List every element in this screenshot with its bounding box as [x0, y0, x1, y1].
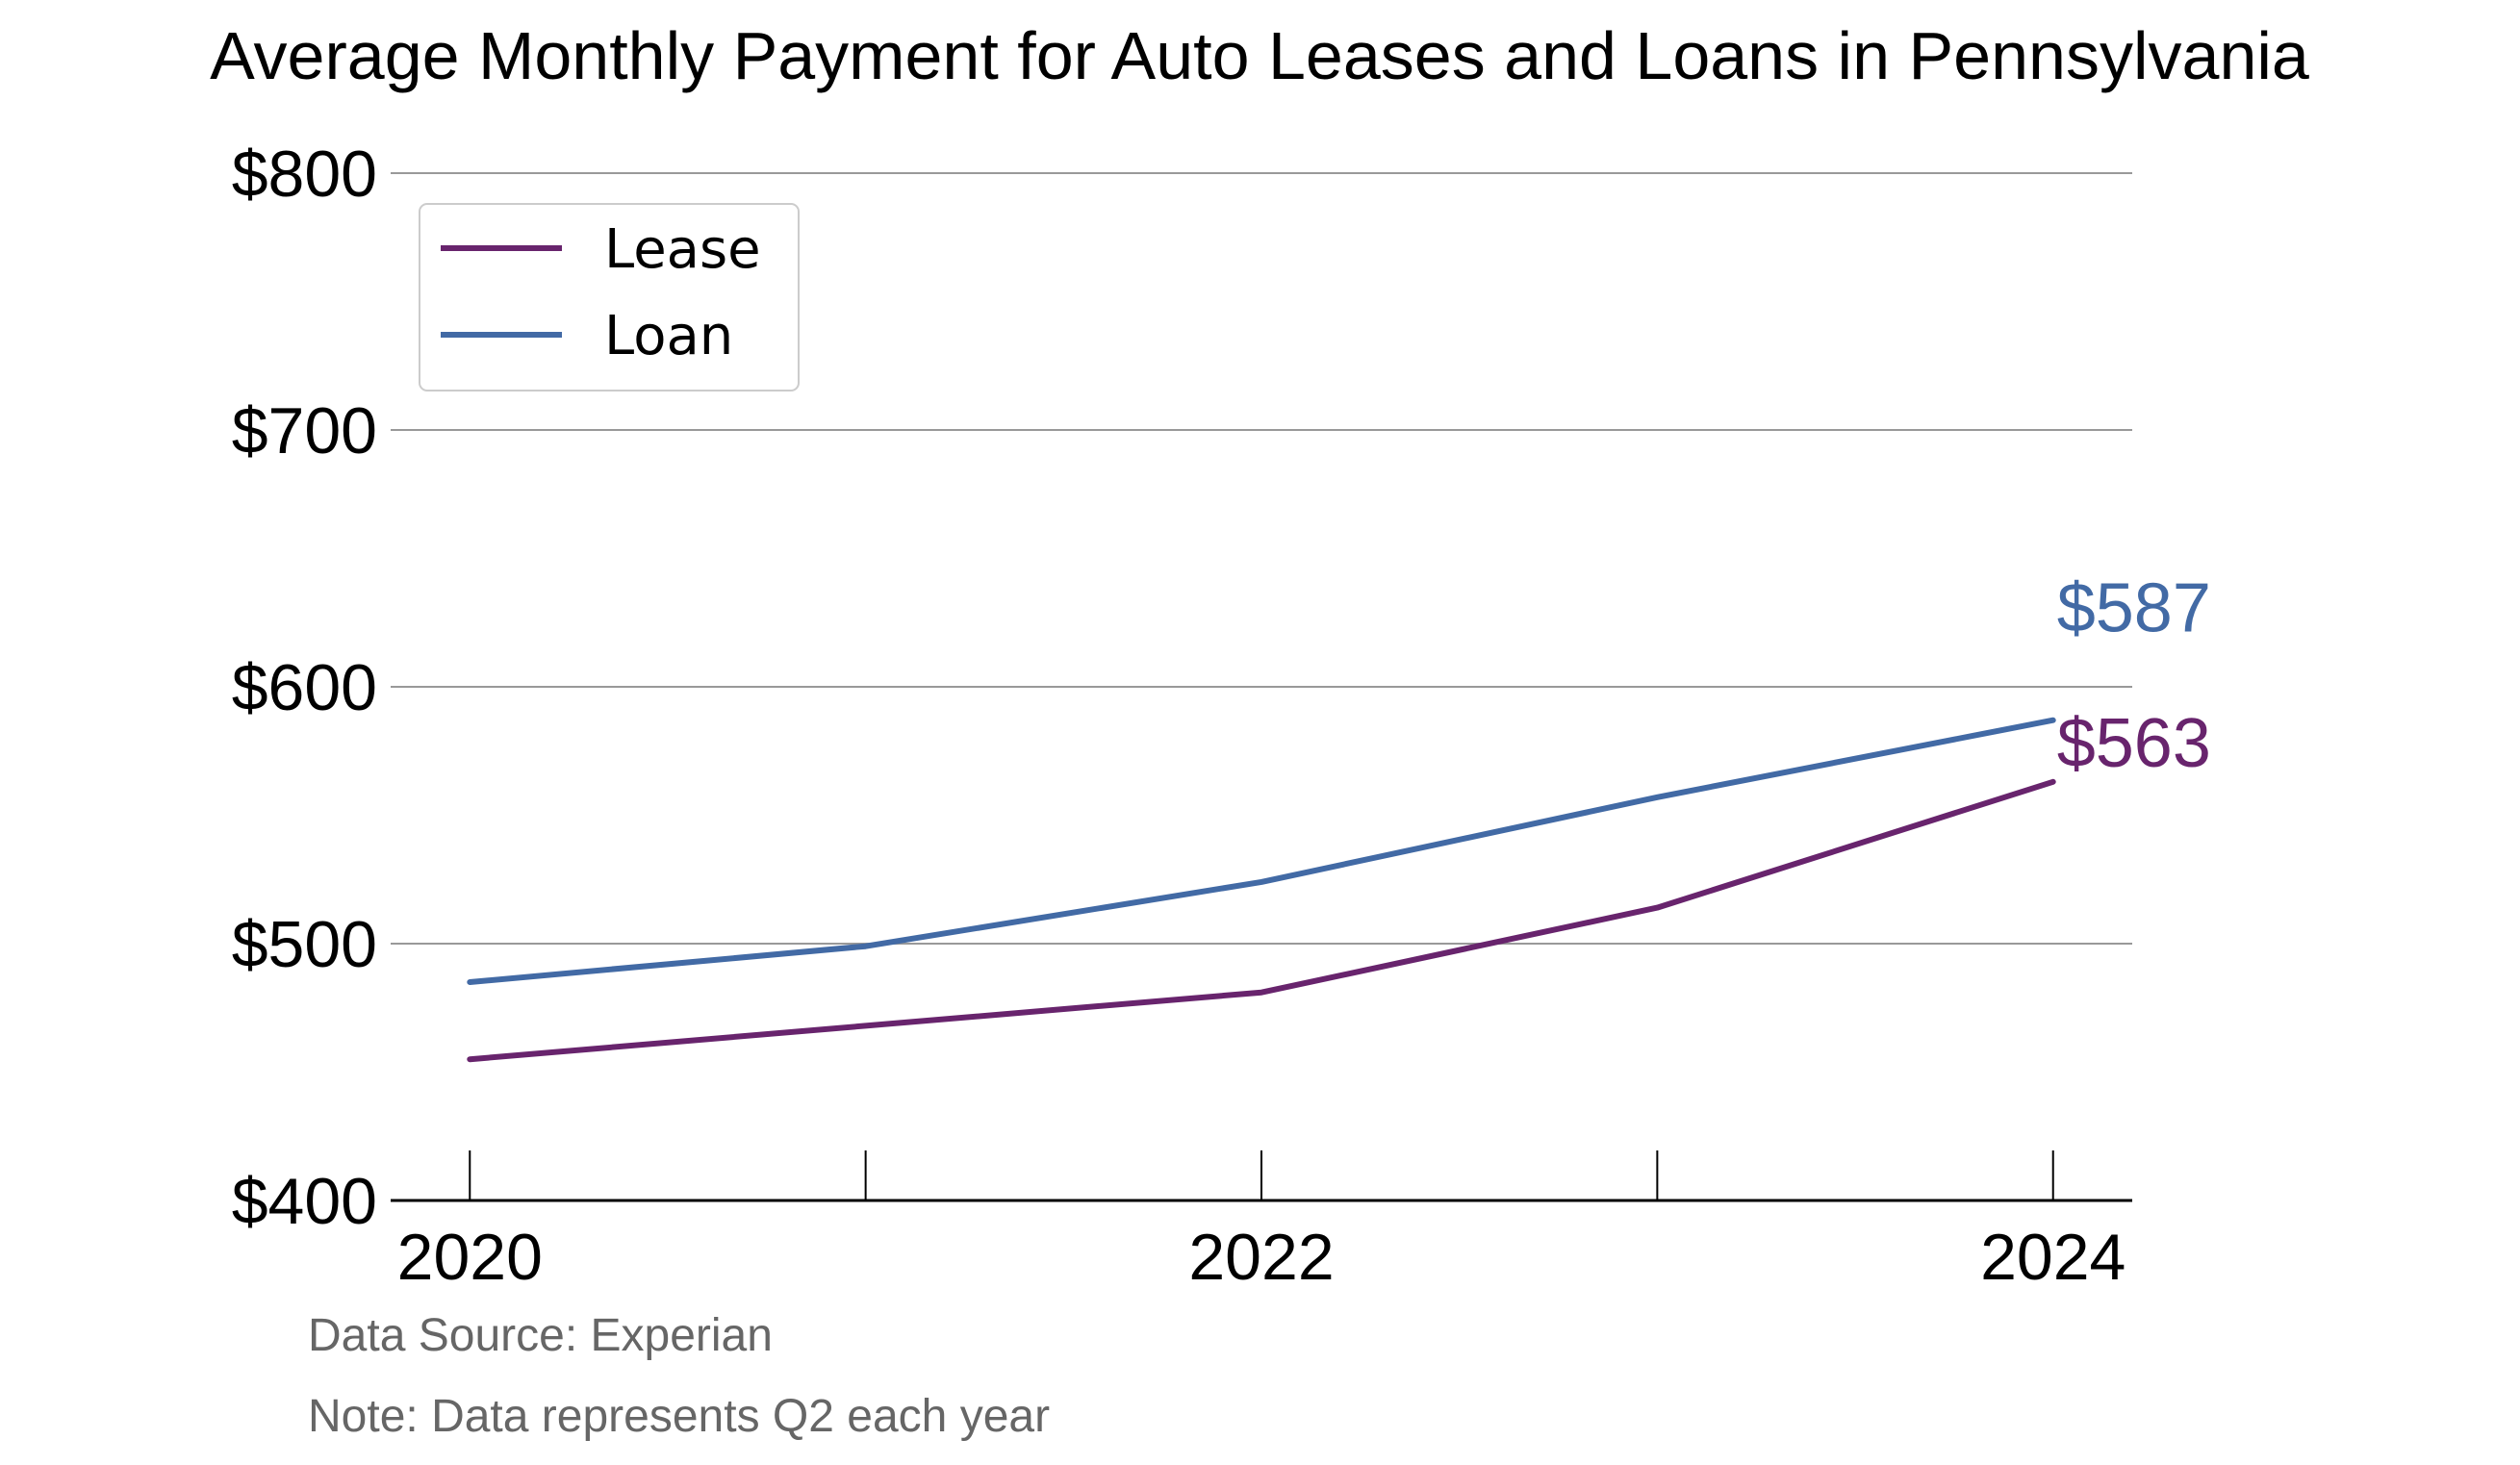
q2-note: Note: Data represents Q2 each year — [308, 1391, 1050, 1442]
x-axis: 2020 2022 2024 — [391, 1150, 2132, 1294]
legend: Lease Loan — [419, 203, 800, 392]
legend-label-lease: Lease — [604, 218, 761, 281]
series-lines — [467, 717, 2056, 1063]
series-line-loan — [467, 717, 2056, 985]
end-label-loan: $587 — [2057, 570, 2211, 647]
data-source-note: Data Source: Experian — [308, 1310, 773, 1361]
x-tick-label: 2020 — [397, 1221, 543, 1294]
chart-title: Average Monthly Payment for Auto Leases … — [210, 18, 2309, 93]
y-tick-label: $500 — [232, 908, 377, 981]
x-tick-label: 2024 — [1980, 1221, 2125, 1294]
grid-lines — [391, 172, 2132, 945]
y-tick-label: $800 — [232, 138, 377, 211]
series-line-lease — [467, 778, 2056, 1063]
y-tick-label: $400 — [232, 1165, 377, 1238]
legend-label-loan: Loan — [604, 305, 733, 367]
y-tick-label: $600 — [232, 651, 377, 724]
end-labels: $587 $563 — [2057, 570, 2211, 782]
y-tick-label: $700 — [232, 394, 377, 467]
end-label-lease: $563 — [2057, 705, 2211, 782]
x-tick-label: 2022 — [1188, 1221, 1334, 1294]
y-axis: $400 $500 $600 $700 $800 — [232, 138, 377, 1238]
